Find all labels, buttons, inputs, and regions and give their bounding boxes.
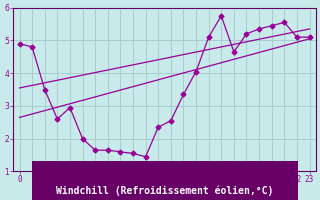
X-axis label: Windchill (Refroidissement éolien,°C): Windchill (Refroidissement éolien,°C): [56, 185, 273, 196]
